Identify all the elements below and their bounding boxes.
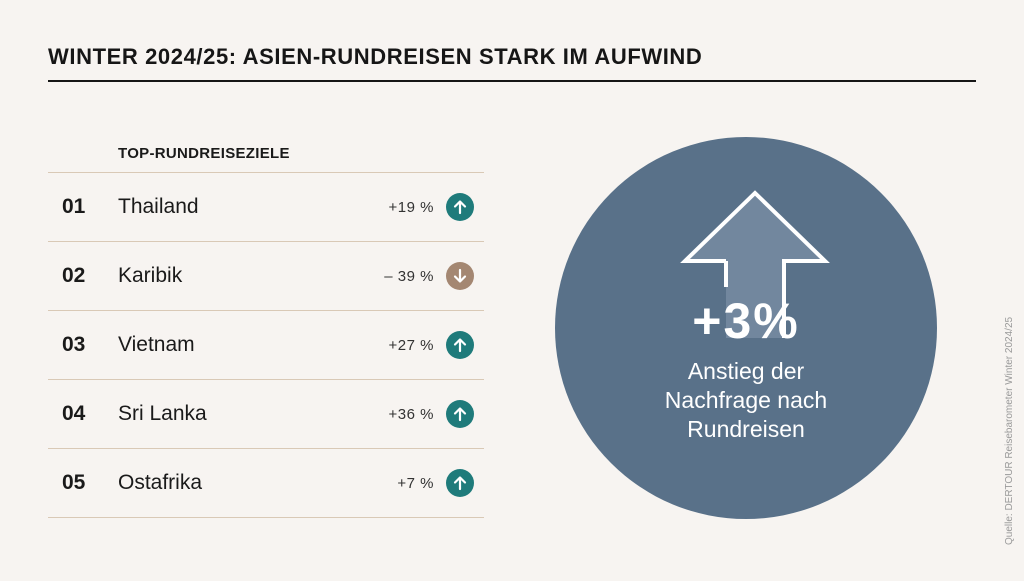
table-row: 05 Ostafrika +7 % xyxy=(48,449,484,518)
destination-name: Sri Lanka xyxy=(118,402,207,425)
highlight-value: +3% xyxy=(692,293,800,349)
change-value: +36 % xyxy=(388,405,434,423)
destination-name: Thailand xyxy=(118,195,199,218)
destination-table: 01 Thailand +19 % 02 Karibik – 39 % 03 V… xyxy=(48,172,484,518)
title-divider xyxy=(48,80,976,82)
table-row: 04 Sri Lanka +36 % xyxy=(48,380,484,449)
change-value: – 39 % xyxy=(384,267,434,285)
change-value: +27 % xyxy=(388,336,434,354)
rank: 02 xyxy=(62,264,86,287)
rank: 04 xyxy=(62,402,86,425)
arrow-up-icon xyxy=(446,331,474,359)
rank: 03 xyxy=(62,333,86,356)
change-value: +7 % xyxy=(397,474,434,492)
highlight-label-line: Anstieg der xyxy=(687,358,805,384)
highlight-label-line: Rundreisen xyxy=(687,416,805,442)
destination-name: Ostafrika xyxy=(118,471,203,494)
table-row: 02 Karibik – 39 % xyxy=(48,242,484,311)
highlight-label: Anstieg der Nachfrage nach Rundreisen xyxy=(555,357,937,444)
page-title: WINTER 2024/25: ASIEN-RUNDREISEN STARK I… xyxy=(48,44,703,69)
table-row: 01 Thailand +19 % xyxy=(48,173,484,242)
destination-name: Vietnam xyxy=(118,333,195,356)
highlight-label-line: Nachfrage nach xyxy=(664,387,828,413)
arrow-up-icon xyxy=(446,193,474,221)
change-value: +19 % xyxy=(388,198,434,216)
arrow-up-icon xyxy=(446,400,474,428)
table-row: 03 Vietnam +27 % xyxy=(48,311,484,380)
destination-name: Karibik xyxy=(118,264,183,287)
highlight-circle: +3% Anstieg der Nachfrage nach Rundreise… xyxy=(555,137,937,519)
arrow-down-icon xyxy=(446,262,474,290)
rank: 01 xyxy=(62,195,86,218)
big-arrow-up-icon xyxy=(680,190,830,338)
table-header: TOP-RUNDREISEZIELE xyxy=(118,145,290,162)
source-note: Quelle: DERTOUR Reisebarometer Winter 20… xyxy=(1004,316,1015,545)
rank: 05 xyxy=(62,471,86,494)
arrow-up-icon xyxy=(446,469,474,497)
